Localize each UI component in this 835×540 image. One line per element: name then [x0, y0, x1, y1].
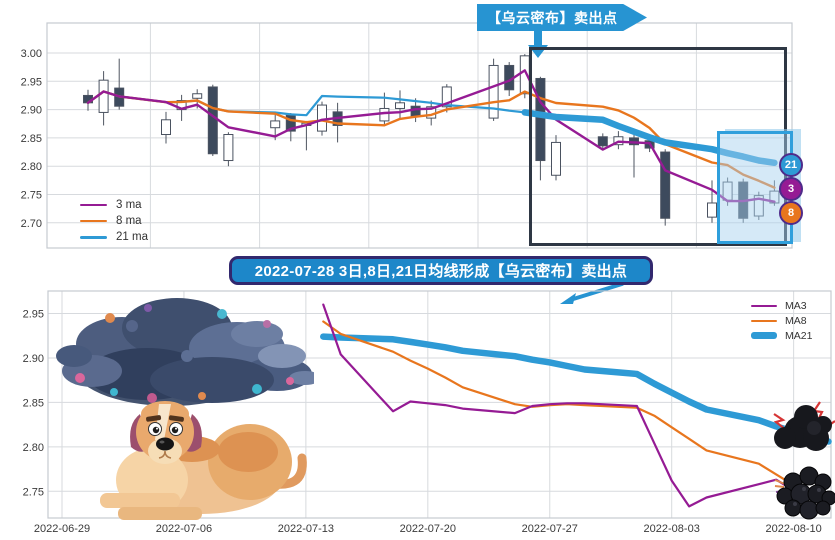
- legend-item-MA3: MA3: [751, 298, 812, 313]
- svg-text:2.85: 2.85: [21, 133, 42, 145]
- bottom-chart-legend: MA3 MA8 MA21: [751, 298, 812, 343]
- ma3-line-swatch: [80, 204, 107, 206]
- ma8-badge: 8: [779, 201, 803, 225]
- annotation-arrows: [528, 30, 624, 304]
- pattern-date-banner: 2022-07-28 3日,8日,21日均线形成【乌云密布】卖出点: [229, 256, 653, 285]
- legend-label-21ma: 21 ma: [116, 231, 148, 243]
- svg-text:2.80: 2.80: [21, 161, 42, 173]
- svg-text:2.90: 2.90: [21, 105, 42, 117]
- MA8-line-swatch: [751, 319, 777, 322]
- legend-item-3ma: 3 ma: [80, 197, 148, 213]
- candles: [83, 54, 780, 226]
- legend-label-8ma: 8 ma: [116, 215, 142, 227]
- svg-text:2.75: 2.75: [21, 190, 42, 202]
- top-chart-legend: 3 ma 8 ma 21 ma: [80, 197, 148, 245]
- bottom-line-chart: 2.95 2.90 2.85 2.80 2.75 2022-06-29 2022-07-06…: [23, 290, 832, 535]
- svg-text:2.70: 2.70: [21, 218, 42, 230]
- svg-text:2022-07-27: 2022-07-27: [522, 523, 578, 535]
- ma3-badge: 3: [779, 177, 803, 201]
- sell-point-ribbon-text: 【乌云密布】卖出点: [487, 9, 618, 26]
- ma21-badge: 21: [779, 153, 803, 177]
- svg-text:2022-07-13: 2022-07-13: [278, 523, 334, 535]
- ma21-badge-label: 21: [784, 159, 798, 171]
- svg-text:2.80: 2.80: [23, 442, 44, 454]
- top-y-axis-labels: 3.00 2.95 2.90 2.85 2.80 2.75 2.70: [21, 48, 42, 230]
- svg-text:2.95: 2.95: [23, 309, 44, 321]
- ma3-badge-label: 3: [787, 183, 795, 195]
- MA21-line-swatch: [751, 332, 777, 339]
- bottom-y-axis-labels: 2.95 2.90 2.85 2.80 2.75: [23, 309, 44, 499]
- svg-text:2022-07-06: 2022-07-06: [156, 523, 212, 535]
- legend-label-3ma: 3 ma: [116, 199, 142, 211]
- legend-item-MA8: MA8: [751, 313, 812, 328]
- legend-item-MA21: MA21: [751, 328, 812, 343]
- sell-point-ribbon: 【乌云密布】卖出点: [477, 4, 647, 31]
- svg-text:2.85: 2.85: [23, 397, 44, 409]
- legend-item-8ma: 8 ma: [80, 213, 148, 229]
- ma8-badge-label: 8: [787, 207, 795, 219]
- legend-label-MA3: MA3: [785, 299, 807, 312]
- sell-pattern-box: [529, 47, 787, 246]
- legend-label-MA8: MA8: [785, 314, 807, 327]
- ma8-line-swatch: [80, 220, 107, 222]
- ma21-line-swatch: [80, 235, 107, 239]
- legend-item-21ma: 21 ma: [80, 229, 148, 245]
- svg-text:2022-06-29: 2022-06-29: [34, 523, 90, 535]
- svg-text:2.95: 2.95: [21, 76, 42, 88]
- svg-text:2022-07-20: 2022-07-20: [400, 523, 456, 535]
- MA3-line-swatch: [751, 304, 777, 307]
- svg-text:2022-08-10: 2022-08-10: [765, 523, 821, 535]
- svg-text:2.75: 2.75: [23, 486, 44, 498]
- svg-text:2.90: 2.90: [23, 353, 44, 365]
- pattern-date-banner-text: 2022-07-28 3日,8日,21日均线形成【乌云密布】卖出点: [254, 263, 628, 280]
- svg-text:2022-08-03: 2022-08-03: [644, 523, 700, 535]
- legend-label-MA21: MA21: [785, 329, 813, 342]
- svg-text:3.00: 3.00: [21, 48, 42, 60]
- bottom-x-axis-labels: 2022-06-29 2022-07-06 2022-07-13 2022-07-20…: [34, 523, 822, 535]
